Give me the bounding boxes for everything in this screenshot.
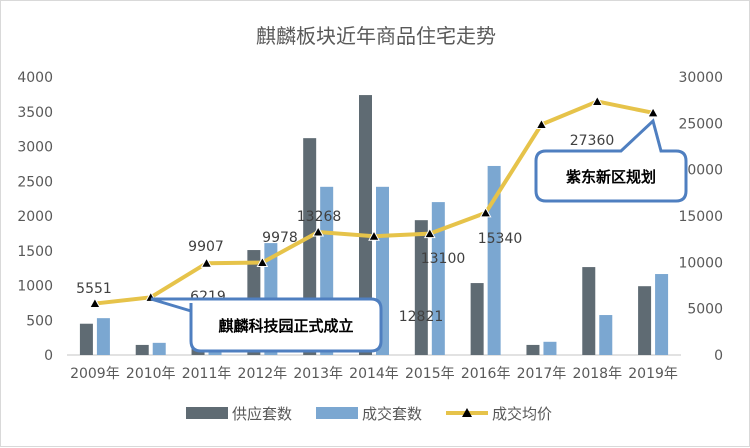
- deal-bar: [655, 274, 669, 355]
- x-axis-tick: 2009年: [70, 366, 120, 382]
- right-axis-tick: 5000: [687, 302, 723, 318]
- price-label: 13268: [297, 209, 342, 225]
- legend-swatch: [186, 407, 228, 419]
- deal-bar: [96, 318, 110, 355]
- x-axis-tick: 2011年: [182, 366, 232, 382]
- x-axis-tick: 2017年: [517, 366, 567, 382]
- legend-marker: [462, 408, 472, 417]
- supply-bar: [526, 344, 540, 355]
- price-label: 5551: [76, 281, 112, 297]
- legend-label: 成交套数: [362, 405, 422, 423]
- callout-box-1: [150, 297, 383, 353]
- right-axis-tick: 10000: [678, 255, 723, 271]
- x-axis-tick: 2014年: [349, 366, 399, 382]
- price-marker: [647, 106, 659, 118]
- legend-label: 供应套数: [232, 405, 292, 423]
- deal-bar: [431, 202, 445, 355]
- right-axis-tick: 0: [714, 348, 723, 364]
- price-label: 9907: [188, 239, 224, 255]
- price-marker: [200, 257, 213, 268]
- left-axis-tick: 1000: [17, 279, 53, 295]
- x-axis-tick: 2010年: [126, 366, 176, 382]
- left-axis-tick: 4000: [17, 70, 53, 86]
- callout-text-2: 紫东新区规划: [566, 168, 656, 186]
- supply-bar: [135, 344, 149, 355]
- left-axis-tick: 1500: [17, 244, 53, 260]
- x-axis-tick: 2016年: [461, 366, 511, 382]
- price-label: 27360: [570, 133, 615, 149]
- supply-bar: [638, 286, 652, 355]
- price-marker: [535, 118, 548, 130]
- x-axis-tick: 2019年: [628, 366, 678, 382]
- price-marker: [89, 297, 101, 309]
- supply-bar: [582, 267, 596, 355]
- price-marker: [368, 230, 380, 241]
- x-axis-tick: 2013年: [293, 366, 343, 382]
- left-axis-tick: 0: [44, 348, 53, 364]
- price-marker: [591, 95, 604, 106]
- x-axis-tick: 2018年: [572, 366, 622, 382]
- left-axis-tick: 3000: [17, 140, 53, 156]
- right-axis-tick: 20000: [678, 163, 723, 179]
- left-axis-tick: 2000: [17, 209, 53, 225]
- left-axis-tick: 3500: [17, 105, 53, 121]
- price-marker: [312, 226, 325, 237]
- price-marker: [479, 206, 492, 218]
- right-axis-tick: 25000: [678, 116, 723, 132]
- left-axis-tick: 500: [26, 313, 53, 329]
- price-label: 12821: [399, 309, 444, 325]
- left-axis-tick: 2500: [17, 174, 53, 190]
- x-axis-tick: 2012年: [238, 366, 288, 382]
- supply-bar: [470, 283, 484, 355]
- deal-bar: [152, 342, 166, 355]
- legend-swatch: [316, 407, 358, 419]
- deal-bar: [599, 315, 613, 355]
- supply-bar: [359, 95, 372, 355]
- chart-title: 麒麟板块近年商品住宅走势: [256, 24, 496, 48]
- deal-bar: [543, 341, 557, 355]
- right-axis-tick: 30000: [678, 70, 723, 86]
- price-label: 15340: [478, 231, 523, 247]
- supply-bar: [414, 220, 428, 355]
- callout-box-2: [534, 118, 688, 203]
- price-marker: [256, 256, 269, 268]
- price-label: 13100: [421, 251, 466, 267]
- price-marker: [423, 227, 436, 239]
- deal-bar: [487, 165, 501, 355]
- supply-bar: [79, 323, 93, 355]
- x-axis-tick: 2015年: [405, 366, 455, 382]
- legend-label: 成交均价: [492, 405, 552, 423]
- callout-text-1: 麒麟科技园正式成立: [218, 317, 353, 335]
- price-label: 9978: [262, 230, 298, 246]
- right-axis-tick: 15000: [678, 209, 723, 225]
